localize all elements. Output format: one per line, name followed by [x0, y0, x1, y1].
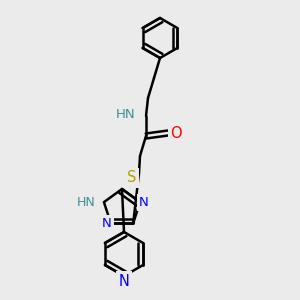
Text: O: O [170, 125, 182, 140]
Text: N: N [102, 217, 112, 230]
Text: N: N [139, 196, 149, 208]
Text: N: N [118, 274, 129, 289]
Text: HN: HN [77, 196, 96, 208]
Text: S: S [127, 170, 137, 185]
Text: HN: HN [116, 109, 135, 122]
